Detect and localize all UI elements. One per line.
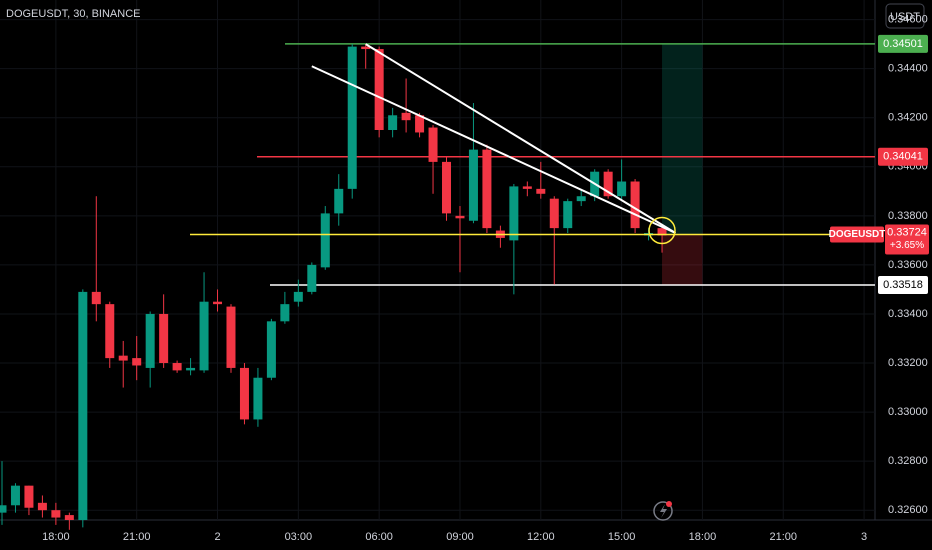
candle-body bbox=[213, 301, 223, 305]
trendline bbox=[365, 43, 677, 234]
x-tick-label: 2 bbox=[214, 531, 220, 543]
candle-body bbox=[132, 358, 142, 366]
candle-body bbox=[522, 186, 532, 189]
candle-body bbox=[388, 115, 398, 130]
candle-body bbox=[455, 215, 465, 219]
level-label: 0.34501 bbox=[883, 38, 923, 50]
candle-body bbox=[603, 171, 613, 197]
candle-body bbox=[253, 377, 263, 420]
candle-body bbox=[145, 313, 155, 368]
change-label: +3.65% bbox=[890, 240, 924, 251]
level-label-bg bbox=[878, 147, 928, 166]
candle-body bbox=[320, 213, 330, 268]
x-tick-label: 06:00 bbox=[365, 531, 393, 543]
y-tick-label: 0.34600 bbox=[888, 14, 928, 26]
candle-body bbox=[266, 321, 276, 378]
candle-body bbox=[280, 304, 290, 322]
candle-body bbox=[374, 49, 384, 130]
x-tick-label: 21:00 bbox=[769, 531, 797, 543]
candle-body bbox=[64, 515, 74, 520]
target-zone bbox=[662, 43, 703, 235]
candle-body bbox=[428, 127, 438, 162]
x-tick-label: 12:00 bbox=[527, 531, 555, 543]
candle-body bbox=[563, 201, 573, 229]
candle-body bbox=[576, 196, 586, 202]
symbol-label: DOGEUSDT bbox=[829, 229, 886, 240]
y-tick-label: 0.33800 bbox=[888, 210, 928, 222]
x-tick-label: 18:00 bbox=[42, 531, 70, 543]
candle-body bbox=[91, 291, 101, 305]
y-tick-label: 0.34200 bbox=[888, 112, 928, 124]
candle-body bbox=[78, 291, 88, 520]
candle-body bbox=[468, 149, 478, 221]
candle-body bbox=[37, 502, 47, 511]
level-label: 0.33518 bbox=[883, 279, 923, 291]
candle-body bbox=[239, 367, 249, 420]
highlight-circle bbox=[648, 216, 676, 245]
candle-body bbox=[657, 228, 667, 236]
x-tick-label: 09:00 bbox=[446, 531, 474, 543]
candle-body bbox=[630, 181, 640, 229]
candle-body bbox=[617, 181, 627, 197]
candle-body bbox=[0, 505, 7, 513]
candle-body bbox=[118, 355, 128, 361]
candle-body bbox=[24, 485, 34, 508]
candle-body bbox=[361, 46, 371, 50]
x-tick-label: 3 bbox=[861, 531, 867, 543]
candle-body bbox=[415, 115, 425, 133]
last-price-label: 0.33724 bbox=[887, 226, 927, 238]
plot-area bbox=[0, 0, 875, 530]
chart-title: DOGEUSDT, 30, BINANCE bbox=[6, 8, 140, 20]
candle-body bbox=[186, 367, 196, 371]
candle-body bbox=[159, 313, 169, 364]
candle-body bbox=[293, 291, 303, 302]
candle-body bbox=[509, 186, 519, 241]
candle-body bbox=[226, 306, 236, 368]
candle-body bbox=[347, 46, 357, 189]
candle-body bbox=[199, 301, 209, 371]
currency-label[interactable]: USDT bbox=[890, 11, 920, 23]
candle-body bbox=[51, 510, 61, 518]
y-tick-label: 0.33600 bbox=[888, 259, 928, 271]
y-tick-label: 0.32800 bbox=[888, 455, 928, 467]
candle-body bbox=[536, 188, 546, 194]
candle-body bbox=[307, 264, 317, 292]
candle-body bbox=[105, 304, 115, 359]
level-label-bg bbox=[878, 34, 928, 53]
last-price-bg bbox=[885, 224, 929, 255]
x-tick-label: 21:00 bbox=[123, 531, 151, 543]
symbol-label-bg bbox=[830, 226, 884, 243]
stop-zone bbox=[662, 234, 703, 286]
x-tick-label: 03:00 bbox=[285, 531, 313, 543]
y-tick-label: 0.33400 bbox=[888, 308, 928, 320]
trendline bbox=[311, 65, 676, 234]
candle-body bbox=[172, 363, 182, 371]
candle-body bbox=[334, 188, 344, 214]
y-tick-label: 0.32600 bbox=[888, 504, 928, 516]
candle-body bbox=[549, 198, 559, 229]
currency-button[interactable] bbox=[885, 3, 925, 29]
x-tick-label: 18:00 bbox=[689, 531, 717, 543]
candle-body bbox=[482, 149, 492, 229]
y-tick-label: 0.33200 bbox=[888, 357, 928, 369]
candle-body bbox=[442, 161, 452, 214]
x-tick-label: 15:00 bbox=[608, 531, 636, 543]
level-label: 0.34041 bbox=[883, 151, 923, 163]
candle-body bbox=[401, 112, 411, 121]
level-label-bg bbox=[878, 276, 928, 295]
y-tick-label: 0.34400 bbox=[888, 63, 928, 75]
y-tick-label: 0.33000 bbox=[888, 406, 928, 418]
candle-body bbox=[10, 485, 20, 506]
flash-icon[interactable] bbox=[653, 501, 673, 521]
